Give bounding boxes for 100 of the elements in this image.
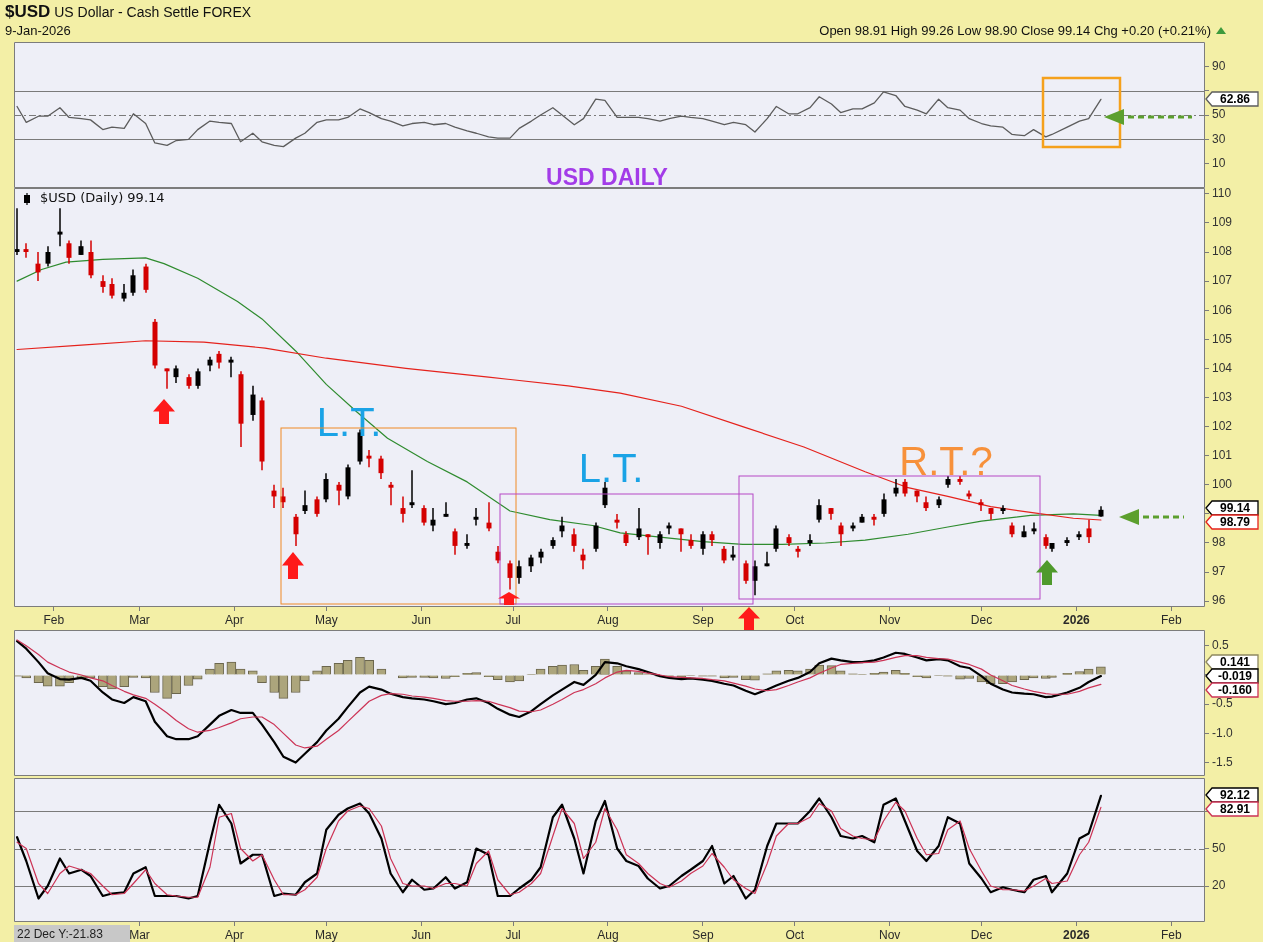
x-tick-label: Feb (43, 612, 65, 627)
y-tick-label: 96 (1212, 593, 1226, 608)
x-tick-label: Apr (225, 927, 244, 942)
chart-subtitle: 9-Jan-2026 (5, 23, 71, 38)
candlestick (314, 495, 320, 518)
annotation: USD DAILY (546, 164, 668, 191)
candlestick (593, 521, 599, 553)
y-tick-label: -1.5 (1212, 754, 1233, 769)
candlestick (130, 268, 136, 297)
candlestick (443, 501, 449, 518)
candlestick (978, 498, 984, 512)
candlestick (421, 504, 427, 527)
candlestick (100, 274, 106, 294)
candlestick (388, 481, 394, 506)
x-tick-label: Mar (129, 612, 150, 627)
candlestick (409, 469, 415, 509)
candlestick (871, 513, 877, 527)
x-tick-label: Jul (505, 927, 521, 942)
y-tick-label: 20 (1212, 878, 1226, 893)
y-tick-label: 100 (1212, 477, 1233, 492)
text: 62.86 (1219, 91, 1251, 106)
text: 0.141 (1219, 654, 1251, 669)
candlestick (250, 385, 256, 422)
y-tick-label: -0.5 (1212, 696, 1233, 711)
candlestick (88, 239, 94, 279)
x-tick-label: 2026 (1063, 927, 1091, 942)
x-tick-label: 2026 (1063, 612, 1091, 627)
x-tick-label: May (314, 612, 338, 627)
y-tick-label: 0.5 (1212, 638, 1230, 653)
x-tick-label: Sep (692, 927, 714, 942)
x-tick-label: Feb (1160, 612, 1182, 627)
candlestick (636, 507, 642, 541)
x-tick-label: Nov (878, 612, 901, 627)
candlestick (614, 513, 620, 530)
x-tick-label: Dec (970, 612, 993, 627)
candlestick (1031, 521, 1037, 536)
candlestick (378, 454, 384, 480)
y-tick-label: 104 (1212, 360, 1233, 375)
annotation: R.T.? (899, 439, 993, 483)
legend-label: $USD (Daily) 99.14 (40, 190, 165, 206)
x-tick-label: Sep (692, 612, 714, 627)
candlestick (1000, 504, 1006, 515)
x-tick-label: Jun (411, 612, 431, 627)
candlestick (838, 521, 844, 547)
candlestick (700, 530, 706, 556)
x-tick-label: Feb (1160, 927, 1182, 942)
candlestick (464, 533, 470, 550)
candlestick (293, 513, 299, 547)
candlestick (773, 524, 779, 553)
candlestick (881, 492, 887, 518)
x-tick-label: Jun (411, 927, 431, 942)
candlestick (109, 277, 115, 300)
candlestick (195, 367, 201, 390)
y-tick-label: 107 (1212, 273, 1233, 288)
y-tick-label: 105 (1212, 331, 1233, 346)
candlestick (336, 481, 342, 506)
text: 98.79 (1219, 514, 1251, 529)
candlestick (430, 507, 436, 533)
x-tick-label: Oct (785, 927, 805, 942)
text: -0.019 (1217, 668, 1253, 683)
candlestick (807, 533, 813, 547)
y-tick-label: 50 (1212, 107, 1226, 122)
candlestick (473, 507, 479, 527)
x-tick-label: Jul (505, 612, 521, 627)
text: 82.91 (1219, 801, 1251, 816)
candlestick (400, 495, 406, 524)
x-tick-label: Mar (129, 927, 150, 942)
candlestick (23, 242, 29, 259)
candlestick (57, 207, 63, 247)
candlestick (516, 559, 522, 585)
candlestick (743, 559, 749, 585)
x-tick-label: Oct (785, 612, 805, 627)
candlestick (507, 559, 513, 591)
candlestick (764, 550, 770, 568)
candlestick (678, 527, 684, 553)
y-tick-label: 103 (1212, 389, 1233, 404)
candlestick (228, 356, 234, 378)
candlestick (816, 498, 822, 524)
annotation: L.T. (578, 446, 644, 490)
y-tick-label: 10 (1212, 155, 1226, 170)
text: Open 98.91 High 99.26 Low 98.90 Close 99.14 Chg +0.20 (+0.21%) (819, 23, 1211, 38)
candlestick (1086, 518, 1092, 544)
candlestick (143, 262, 149, 294)
x-tick-label: Aug (597, 612, 619, 627)
chart-title: $USD US Dollar - Cash Settle FOREX (5, 2, 252, 21)
candlestick (366, 449, 372, 469)
y-tick-label: 98 (1212, 535, 1226, 550)
y-tick-label: 108 (1212, 244, 1233, 259)
text: 99.14 (1219, 500, 1251, 515)
candlestick (14, 207, 20, 256)
y-tick-label: -1.0 (1212, 725, 1233, 740)
candlestick (45, 245, 51, 268)
text: 92.12 (1219, 787, 1251, 802)
y-tick-label: 30 (1212, 131, 1226, 146)
candlestick (452, 527, 458, 556)
candlestick (645, 533, 651, 556)
y-tick-label: 101 (1212, 448, 1233, 463)
y-tick-label: 106 (1212, 302, 1233, 317)
candlestick (302, 489, 308, 515)
x-tick-label: Apr (225, 612, 244, 627)
